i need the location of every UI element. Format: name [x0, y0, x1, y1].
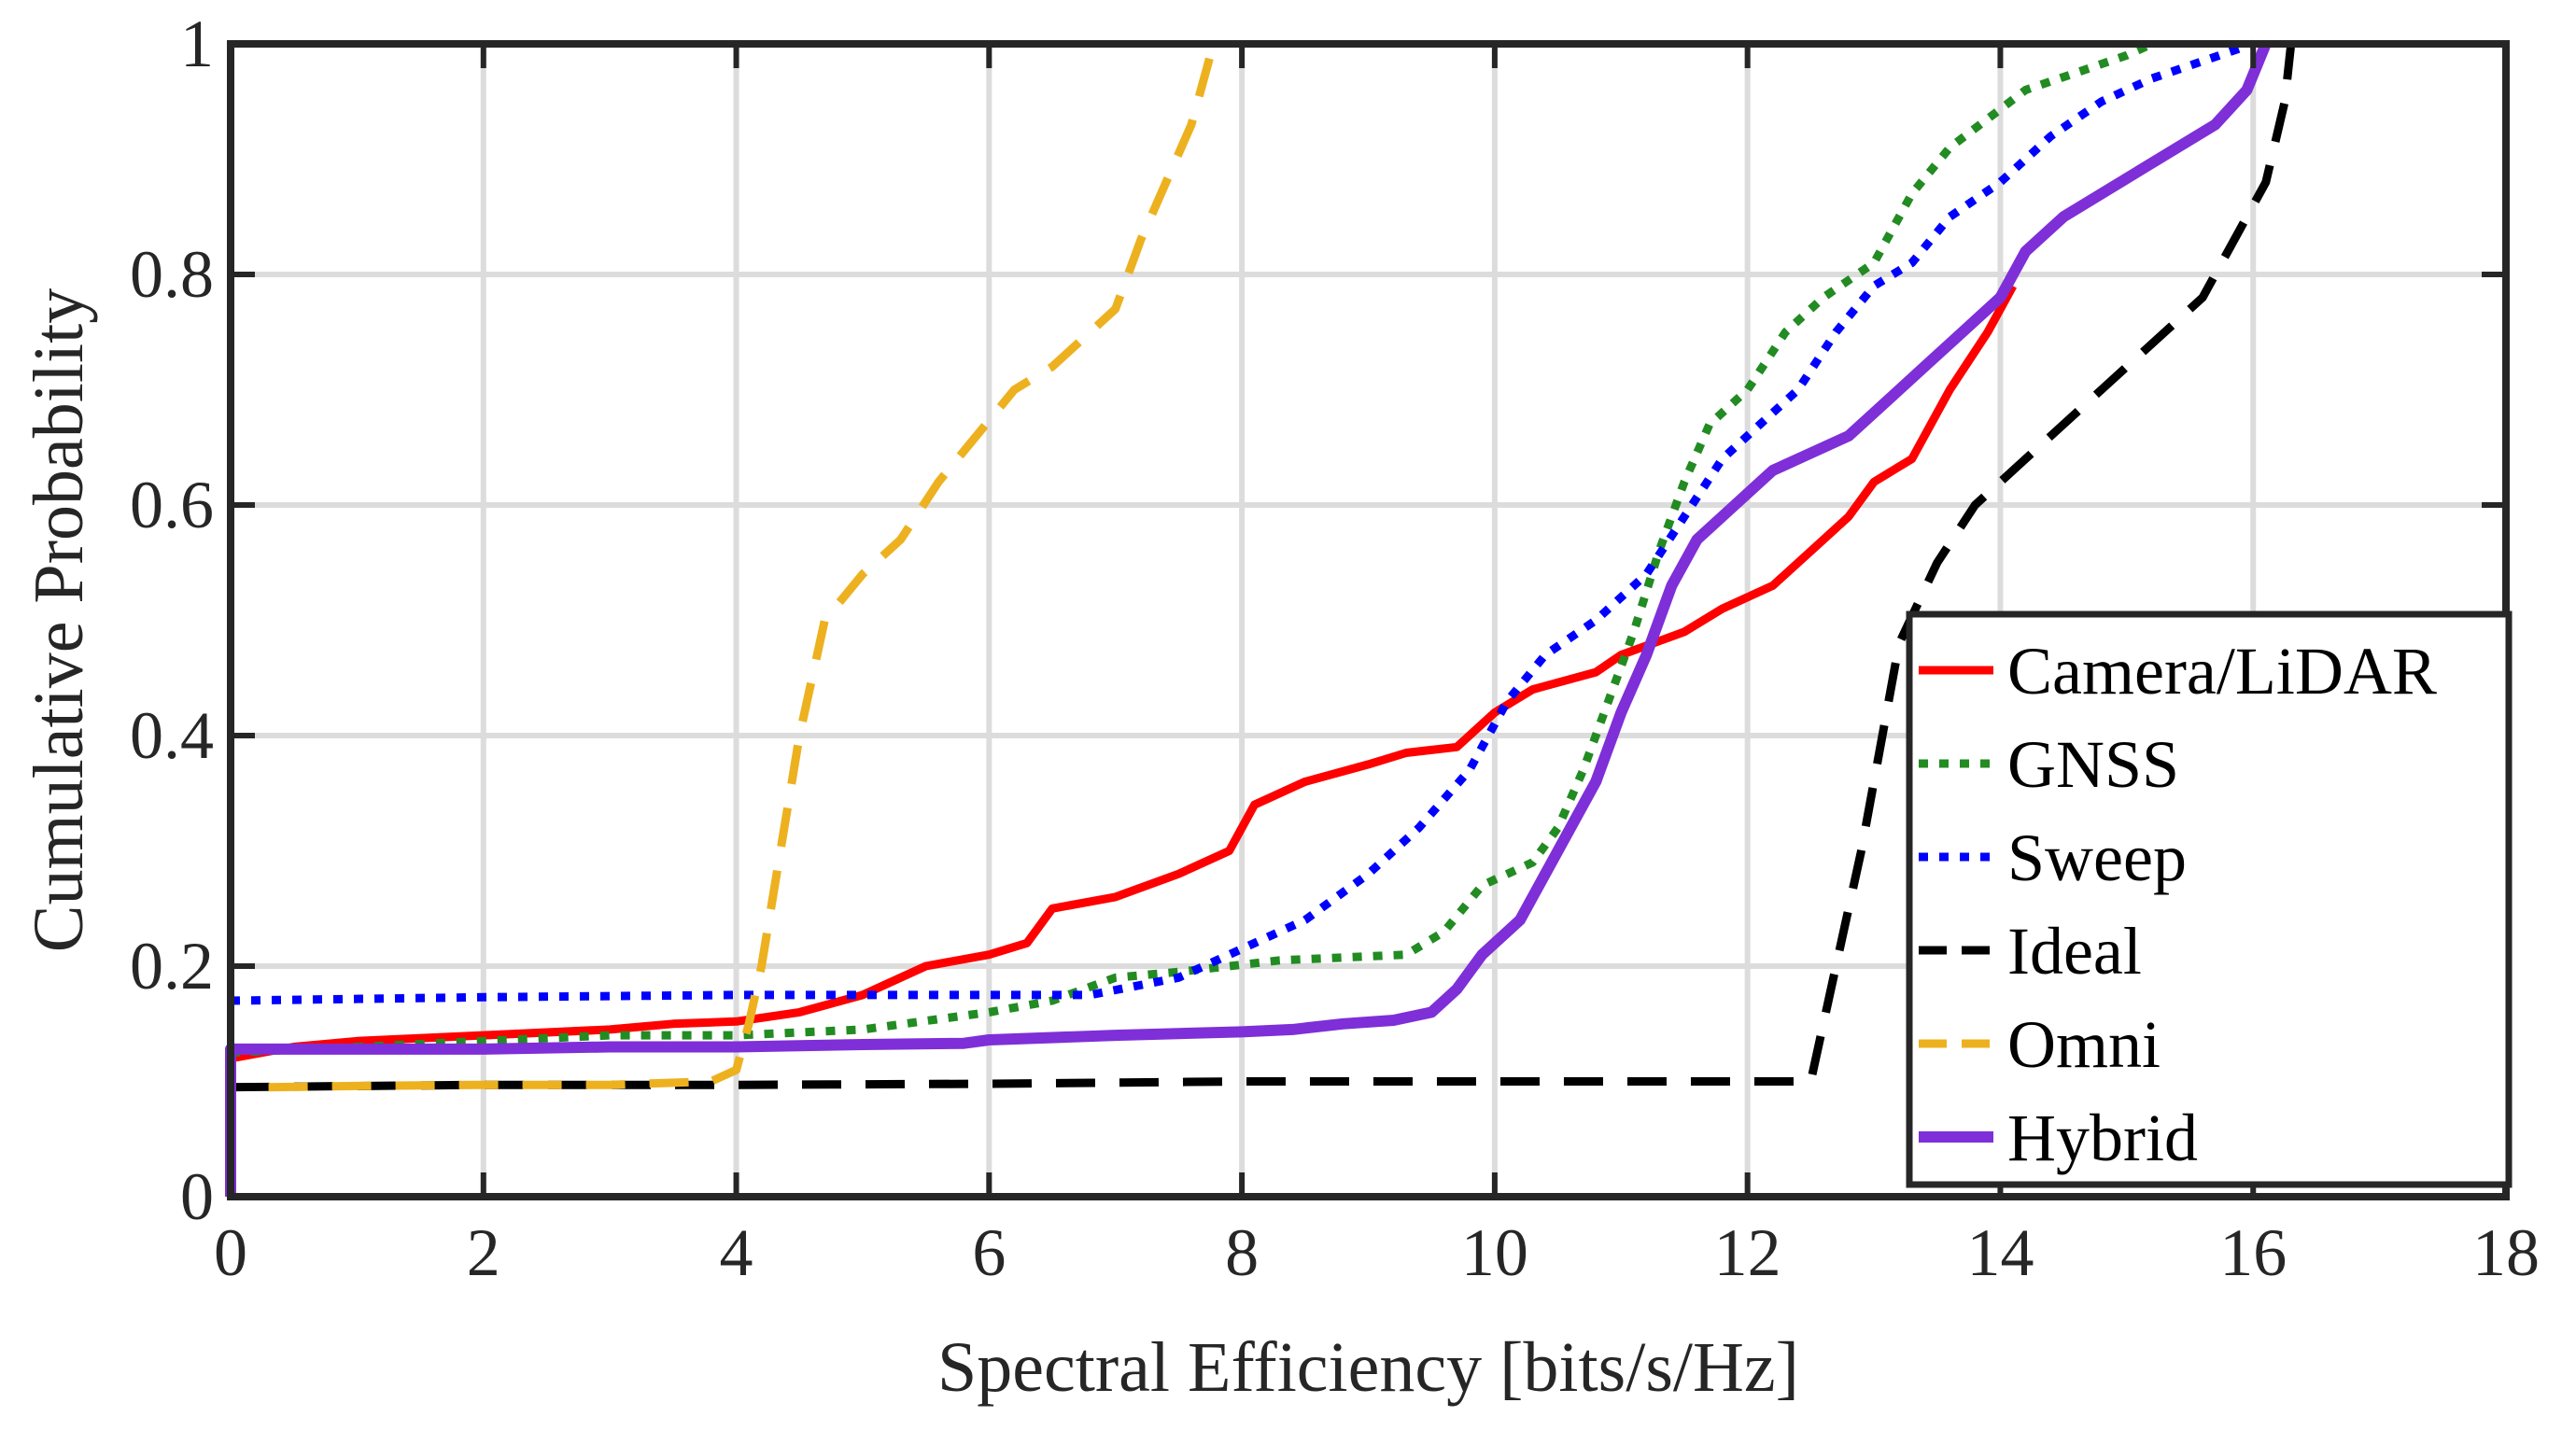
- series-line-camera-lidar: [230, 284, 2017, 1063]
- x-tick-label: 16: [2219, 1215, 2287, 1290]
- legend-label: Hybrid: [2007, 1101, 2198, 1175]
- series-line-hybrid: [225, 41, 2272, 1197]
- x-tick-label: 10: [1461, 1215, 1528, 1290]
- y-tick-label: 0.6: [130, 468, 214, 542]
- legend: Camera/LiDAR GNSS Sweep Ideal Omni Hybrid: [1906, 610, 2513, 1188]
- series-line-sweep: [230, 39, 2255, 1005]
- x-tick-label: 8: [1225, 1215, 1259, 1290]
- y-axis-label: Cumulative Probability: [20, 288, 98, 952]
- x-tick-label: 0: [214, 1215, 247, 1290]
- legend-box: [1906, 610, 2513, 1188]
- x-tick-label: 4: [720, 1215, 753, 1290]
- legend-label: Camera/LiDAR: [2007, 634, 2437, 708]
- x-tick-label: 6: [972, 1215, 1006, 1290]
- x-axis-label: Spectral Efficiency [bits/s/Hz]: [937, 1328, 1799, 1407]
- legend-label: Sweep: [2007, 821, 2187, 895]
- x-tick-label: 12: [1714, 1215, 1781, 1290]
- legend-label: GNSS: [2007, 727, 2179, 802]
- series-lines: [225, 39, 2296, 1197]
- y-tick-label: 0: [180, 1159, 214, 1234]
- series-line-omni: [268, 54, 1215, 1092]
- x-tick-label: 2: [467, 1215, 500, 1290]
- x-tick-label: 14: [1966, 1215, 2034, 1290]
- series-line-ideal: [230, 43, 2296, 1092]
- y-tick-label: 0.8: [130, 237, 214, 312]
- y-tick-label: 1: [180, 7, 214, 81]
- x-tick-label: 18: [2472, 1215, 2540, 1290]
- y-tick-label: 0.2: [130, 929, 214, 1003]
- y-tick-label: 0.4: [130, 698, 214, 773]
- legend-label: Omni: [2007, 1007, 2161, 1082]
- legend-label: Ideal: [2007, 914, 2142, 989]
- axis-ticks: 0 2 4 6 8 10 12 14 16 18 0 0.2 0.4 0.6 0.8 1: [130, 7, 2540, 1290]
